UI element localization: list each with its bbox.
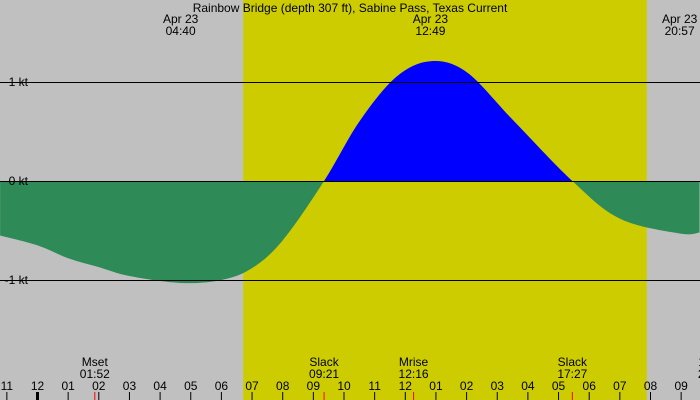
- x-tick-label: 05: [552, 379, 566, 393]
- event-time: 12:16: [399, 367, 429, 381]
- x-tick-label: 03: [123, 379, 137, 393]
- extreme-time: 04:40: [166, 24, 196, 38]
- extreme-time: 12:49: [415, 24, 445, 38]
- x-tick-label: 11: [368, 379, 381, 393]
- x-tick-label: 01: [429, 379, 443, 393]
- x-tick-label: 04: [153, 379, 167, 393]
- ebb-area: [0, 181, 700, 284]
- event-label: Mset: [82, 355, 109, 369]
- y-tick-label: 0 kt: [9, 174, 29, 188]
- x-tick-label: 07: [613, 379, 627, 393]
- x-tick-label: 12: [31, 379, 45, 393]
- x-tick-label: 08: [644, 379, 658, 393]
- x-tick-label: 06: [215, 379, 229, 393]
- x-tick-label: 02: [92, 379, 106, 393]
- event-label: Slack: [309, 355, 339, 369]
- y-tick-label: 1 kt: [9, 75, 29, 89]
- x-tick-label: 02: [460, 379, 474, 393]
- extreme-date: Apr 23: [163, 12, 199, 26]
- extreme-date: Apr 23: [413, 12, 449, 26]
- x-tick-label: 12: [399, 379, 413, 393]
- x-tick-label: 09: [674, 379, 688, 393]
- extreme-date: Apr 23: [662, 12, 698, 26]
- event-time: 09:21: [309, 367, 339, 381]
- x-tick-label: 05: [184, 379, 198, 393]
- x-tick-label: 08: [276, 379, 290, 393]
- event-time: 01:52: [80, 367, 110, 381]
- x-tick-label: 07: [245, 379, 259, 393]
- event-time: 17:27: [557, 367, 587, 381]
- flood-area: [0, 61, 700, 181]
- event-label: Mrise: [399, 355, 429, 369]
- x-tick-label: 03: [491, 379, 505, 393]
- x-tick-label: 06: [583, 379, 597, 393]
- x-tick-label: 04: [521, 379, 535, 393]
- event-time: 21: [698, 367, 700, 381]
- x-tick-label: 09: [307, 379, 321, 393]
- event-label: 1s: [698, 355, 700, 369]
- chart-title: Rainbow Bridge (depth 307 ft), Sabine Pa…: [193, 1, 508, 15]
- y-tick-label: -1 kt: [5, 273, 29, 287]
- extreme-time: 20:57: [665, 24, 695, 38]
- x-tick-label: 01: [61, 379, 75, 393]
- x-tick-label: 10: [337, 379, 351, 393]
- event-label: Slack: [558, 355, 588, 369]
- x-tick-label: 11: [1, 379, 14, 393]
